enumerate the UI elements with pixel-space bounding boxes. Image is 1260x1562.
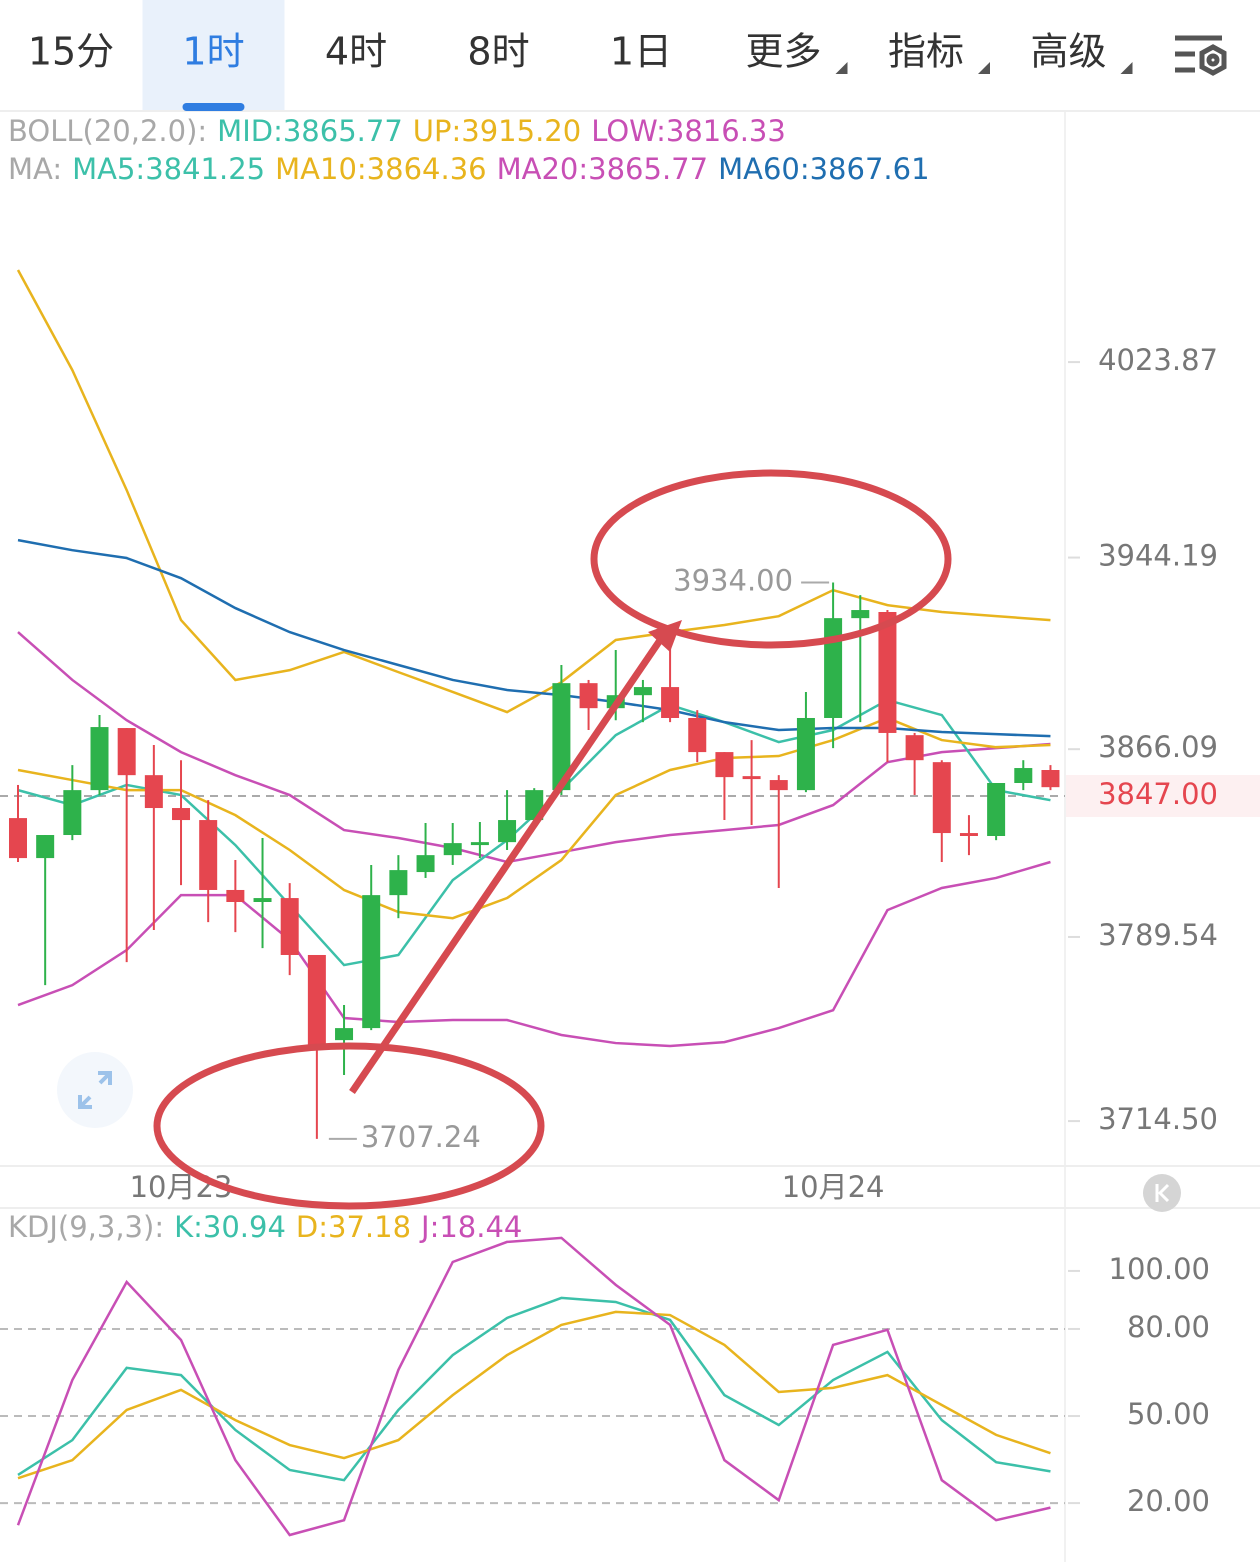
indicator-value: LOW:3816.33 [591,114,786,148]
indicator-value: K:30.94 [174,1210,286,1244]
indicator-value: D:37.18 [296,1210,411,1244]
candle-body [878,612,897,733]
candle-body [715,752,734,778]
y-tick-label: 3866.09 [1098,730,1218,764]
tab-selected-bg [142,0,285,110]
indicator-row: MA: MA5:3841.25 MA10:3864.36 MA20:3865.77 MA… [8,152,930,186]
candle-body [443,843,462,856]
indicator-value: MA20:3865.77 [497,152,708,186]
candle-body [335,1028,354,1041]
candle-body [416,855,435,873]
candle-body [742,776,761,780]
candle-body [470,842,489,846]
menu-caret [835,62,848,74]
menu-caret [1120,62,1133,74]
candle-body [987,783,1006,836]
annotation-circles [153,469,952,1210]
indicator-line [17,860,1051,1048]
y-tick-label: 100.00 [1109,1252,1210,1286]
indicator-line [16,269,1051,714]
candle-body [9,818,27,859]
candle-body [389,870,408,896]
x-tick-label: 10月24 [782,1170,885,1204]
indicator-line [17,716,1051,920]
candle-body [1014,768,1033,784]
kdj-line [17,1296,1051,1482]
scroll-latest-button[interactable] [1143,1174,1181,1212]
current-price-label: 3847.00 [1098,777,1218,811]
indicator-value: MA60:3867.61 [718,152,929,186]
indicator-line [17,631,1051,864]
candle-body [36,835,55,859]
tab[interactable]: 8时 [467,30,529,74]
indicator-value: UP:3915.20 [413,114,581,148]
candle-body [688,717,707,753]
kdj-line [16,1236,1051,1537]
annotation-label: 3707.24 [361,1120,481,1154]
candle-body [661,687,680,718]
tab[interactable]: 1时 [182,30,244,74]
y-tick-label: 3944.19 [1098,539,1218,573]
tab[interactable]: 更多 [745,30,821,74]
candle-body [307,954,326,1046]
candle-body [63,790,82,836]
indicator-value: MID:3865.77 [217,114,403,148]
candle-body [796,717,815,791]
candle-body [280,898,299,955]
candle-body [824,618,843,718]
expand-button[interactable] [57,1052,133,1128]
candle-body [498,820,517,843]
indicator-value: MA10:3864.36 [275,152,486,186]
tab[interactable]: 15分 [28,30,114,74]
kdj-line [17,1310,1051,1480]
candle-body [932,762,951,834]
indicator-row: KDJ(9,3,3): K:30.94 D:37.18 J:18.44 [8,1210,522,1244]
indicator-row: BOLL(20,2.0): MID:3865.77 UP:3915.20 LOW:38… [8,114,786,148]
indicator-value: KDJ(9,3,3): [8,1210,164,1244]
candle-body [552,683,571,791]
indicator-value: BOLL(20,2.0): [8,114,207,148]
candle-body [362,895,381,1029]
annotation-label: 3934.00 [673,564,793,598]
indicator-value: MA5:3841.25 [72,152,265,186]
menu-caret [978,62,990,74]
y-tick-label: 50.00 [1127,1397,1210,1431]
candle-body [253,898,272,902]
candle-body [579,683,598,709]
candle-body [905,735,924,761]
current-price-bg [1066,775,1260,818]
candle-body [851,610,870,619]
tab[interactable]: 高级 [1030,30,1106,74]
indicator-line [17,538,1051,738]
candle-body [633,687,652,696]
tab[interactable]: 指标 [888,30,964,74]
tab[interactable]: 1日 [610,30,672,74]
tab[interactable]: 4时 [325,30,387,74]
y-tick-label: 20.00 [1127,1484,1210,1518]
indicator-value: MA: [8,152,62,186]
settings-icon[interactable] [1175,35,1227,76]
indicator-value: J:18.44 [419,1210,522,1244]
y-tick-label: 3789.54 [1098,918,1218,952]
y-tick-label: 80.00 [1127,1310,1210,1344]
candle-body [959,833,978,836]
candle-body [226,889,245,902]
candle-body [90,727,109,791]
y-tick-label: 4023.87 [1098,343,1218,377]
candle-body [199,820,218,890]
y-tick-label: 3714.50 [1098,1102,1218,1136]
candle-body [769,780,788,791]
candle-body [117,728,136,776]
tab-indicator [182,103,245,111]
candle-body [1041,770,1060,788]
candle-body [172,808,191,821]
candle-body [144,775,163,809]
